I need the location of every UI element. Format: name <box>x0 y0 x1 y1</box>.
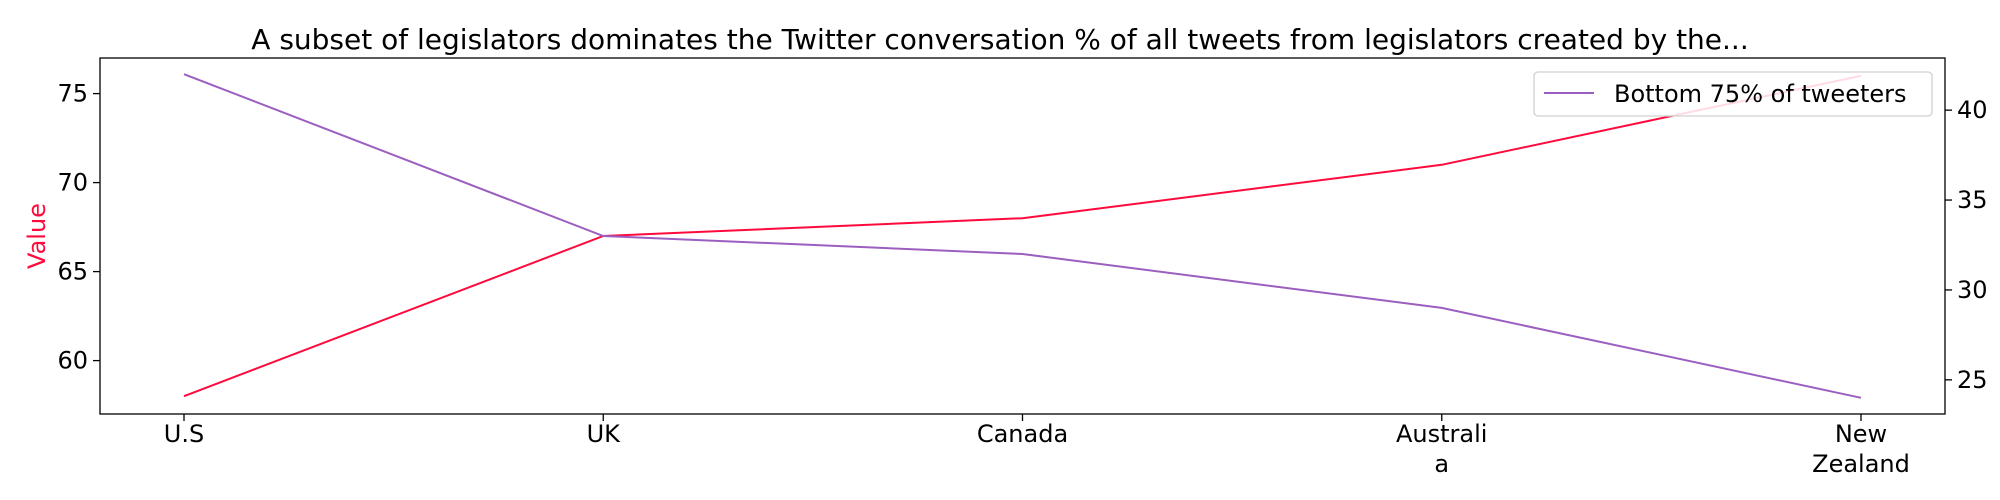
chart-title: A subset of legislators dominates the Tw… <box>251 23 1748 56</box>
y-tick-label-right: 40 <box>1957 96 1988 124</box>
x-tick-label: Canada <box>977 420 1068 448</box>
y-tick-label-right: 35 <box>1957 186 1988 214</box>
legend-label: Bottom 75% of tweeters <box>1614 80 1907 108</box>
x-tick-label: UK <box>587 420 622 448</box>
chart-marks: U.S UK Canada Australi a New Zealand 60 65 70 75 25… <box>57 73 1988 478</box>
y-tick-label-right: 30 <box>1957 276 1988 304</box>
legend-box <box>1533 71 1933 117</box>
legend: Bottom 75% of tweeters <box>1533 71 1933 117</box>
x-tick-label: Australi a <box>1396 420 1487 478</box>
x-tick-label: U.S <box>164 420 204 448</box>
series-line-0 <box>183 74 1862 398</box>
y-tick-label-left: 75 <box>57 80 88 108</box>
series-line-1 <box>183 73 1862 399</box>
y-tick-label-left: 65 <box>57 258 88 286</box>
y-tick-label-left: 60 <box>57 347 88 375</box>
plot-frame <box>99 57 1946 415</box>
y-tick-label-right: 25 <box>1957 366 1988 394</box>
y-tick-label-left: 70 <box>57 169 88 197</box>
x-tick-label: New Zealand <box>1812 420 1910 478</box>
y-axis-label: Value <box>23 203 51 269</box>
